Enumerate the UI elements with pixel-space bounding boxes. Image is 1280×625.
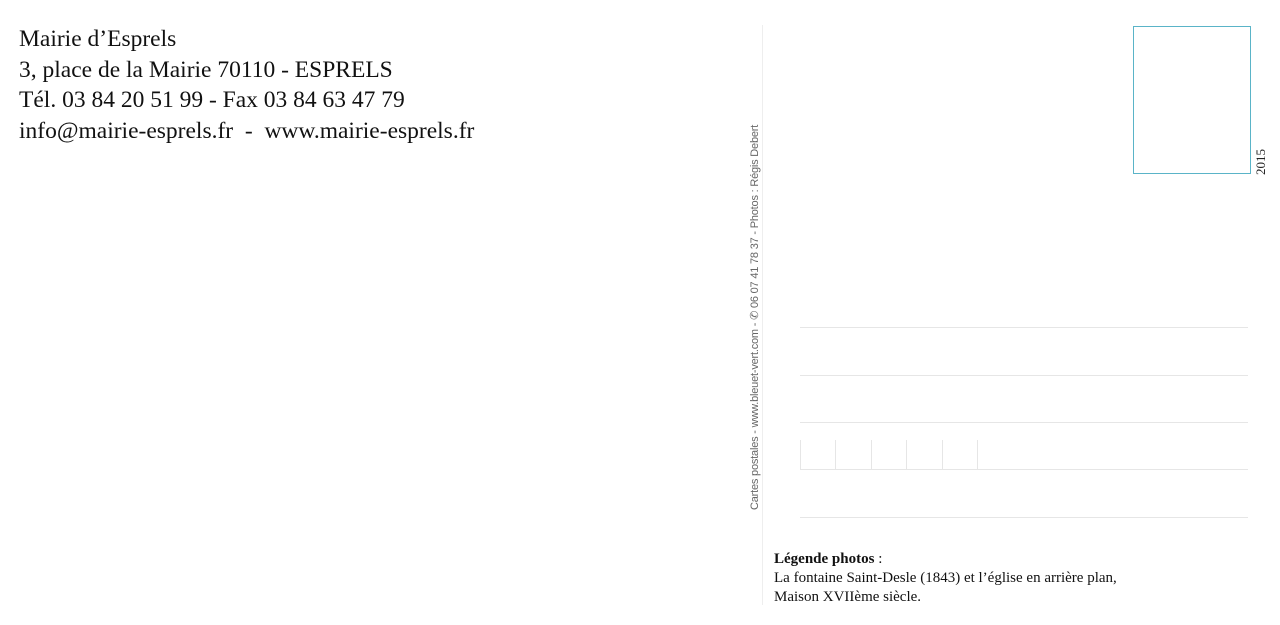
photo-legend: Légende photos : La fontaine Saint-Desle…	[774, 550, 1117, 607]
sender-address: 3, place de la Mairie 70110 - ESPRELS	[19, 56, 393, 83]
address-line	[800, 327, 1248, 328]
address-line	[800, 375, 1248, 376]
postal-code-box-divider	[906, 440, 907, 469]
stamp-year: 2015	[1253, 149, 1268, 175]
legend-separator: :	[874, 551, 883, 567]
postal-code-box-divider	[835, 440, 836, 469]
stamp-box	[1133, 26, 1251, 174]
sender-web: info@mairie-esprels.fr - www.mairie-espr…	[19, 117, 475, 144]
postal-code-box-divider	[871, 440, 872, 469]
postal-code-box-divider	[800, 440, 801, 469]
sender-address-block: Mairie d’Esprels 3, place de la Mairie 7…	[19, 24, 474, 146]
printer-credit: Cartes postales - www.bleuet-vert.com - …	[749, 124, 761, 510]
address-line	[800, 469, 1248, 470]
postal-code-box-divider	[942, 440, 943, 469]
postal-code-box-divider	[977, 440, 978, 469]
address-line	[800, 517, 1248, 518]
sender-name: Mairie d’Esprels	[19, 26, 177, 52]
address-line	[800, 422, 1248, 423]
legend-line: Maison XVIIème siècle.	[774, 589, 922, 605]
center-divider	[762, 25, 763, 605]
legend-title: Légende photos	[774, 551, 875, 567]
sender-phone-fax: Tél. 03 84 20 51 99 - Fax 03 84 63 47 79	[19, 87, 405, 113]
legend-line: La fontaine Saint-Desle (1843) et l’égli…	[774, 570, 1117, 586]
